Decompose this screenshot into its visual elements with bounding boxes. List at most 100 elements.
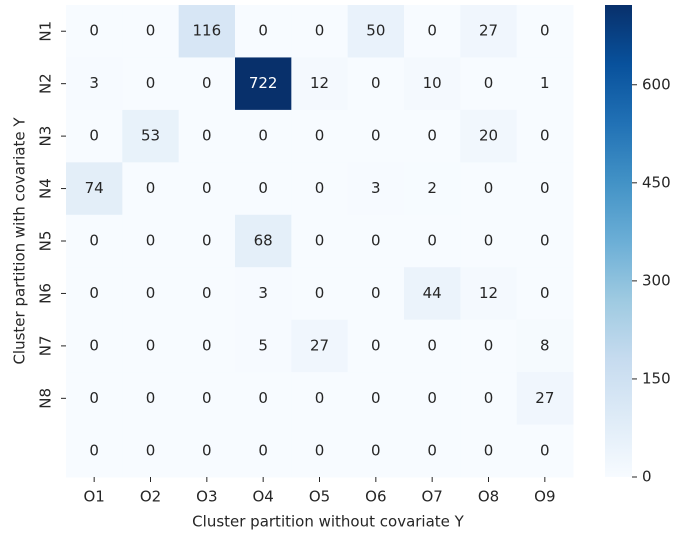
colorbar-tick-label: 0 [642, 468, 652, 486]
cell-label: 12 [479, 284, 498, 302]
heatmap-cell [460, 424, 518, 478]
cell-label: 0 [258, 441, 268, 459]
heatmap-cell [291, 214, 349, 268]
colorbar-tick-label: 600 [642, 75, 671, 93]
cell-label: 0 [540, 232, 550, 250]
y-tick-label: N2 [37, 73, 55, 94]
cell-label: 0 [258, 22, 268, 40]
cell-label: 3 [89, 74, 99, 92]
heatmap-cell [178, 372, 236, 426]
heatmap-cell [66, 319, 123, 373]
cell-label: 0 [484, 389, 494, 407]
heatmap-cell [404, 319, 461, 373]
cell-label: 0 [146, 284, 156, 302]
cell-label: 44 [423, 284, 442, 302]
heatmap-cell [178, 5, 236, 58]
cell-label: 0 [427, 127, 437, 145]
y-tick-label: N1 [37, 21, 55, 42]
y-tick-label: N5 [37, 231, 55, 252]
cell-label: 0 [146, 22, 156, 40]
heatmap-cell [460, 319, 518, 373]
cell-label: 0 [484, 74, 494, 92]
heatmap-cell [122, 214, 180, 268]
heatmap-cell [122, 57, 180, 111]
heatmap-cell [347, 372, 405, 426]
cell-label: 0 [146, 389, 156, 407]
cell-label: 0 [202, 74, 212, 92]
x-tick-label: O6 [365, 488, 386, 506]
cell-label: 0 [146, 336, 156, 354]
heatmap-cell [178, 162, 236, 216]
heatmap-cell [516, 267, 574, 321]
heatmap-cell [235, 372, 292, 426]
cell-label: 0 [371, 74, 381, 92]
cell-label: 0 [89, 232, 99, 250]
heatmap-cell [460, 109, 518, 163]
heatmap-cell [404, 267, 461, 321]
heatmap-cell [66, 267, 123, 321]
heatmap-cell [347, 267, 405, 321]
cell-label: 0 [89, 336, 99, 354]
heatmap-cell [291, 372, 349, 426]
heatmap-cell [122, 162, 180, 216]
heatmap-cell [122, 267, 180, 321]
heatmap-cell [66, 372, 123, 426]
heatmap-cell [516, 57, 574, 111]
cell-label: 53 [141, 127, 160, 145]
heatmap-cell [178, 57, 236, 111]
heatmap-cell [235, 267, 292, 321]
cell-label: 0 [258, 389, 268, 407]
heatmap-cell [516, 214, 574, 268]
cell-label: 0 [371, 336, 381, 354]
cell-label: 27 [310, 336, 329, 354]
heatmap-cell [404, 57, 461, 111]
cell-label: 116 [193, 22, 222, 40]
heatmap-cell [291, 267, 349, 321]
cell-label: 0 [146, 74, 156, 92]
cell-label: 5 [258, 336, 268, 354]
x-tick-label: O8 [478, 488, 499, 506]
y-axis-label: Cluster partition with covariate Y [11, 117, 29, 365]
heatmap-cell [178, 319, 236, 373]
heatmap-cell [291, 162, 349, 216]
heatmap-cell [347, 57, 405, 111]
heatmap-cell [291, 57, 349, 111]
x-tick-label: O3 [196, 488, 217, 506]
heatmap-cell [122, 424, 180, 478]
x-tick-label: O7 [421, 488, 442, 506]
x-tick-label: O9 [534, 488, 555, 506]
cell-label: 0 [202, 179, 212, 197]
cell-label: 0 [371, 389, 381, 407]
heatmap-cell [460, 372, 518, 426]
cell-label: 12 [310, 74, 329, 92]
cell-label: 74 [85, 179, 104, 197]
cell-label: 50 [366, 22, 385, 40]
heatmap-cell [404, 5, 461, 58]
heatmap-cell [404, 424, 461, 478]
cell-label: 0 [315, 441, 325, 459]
cell-label: 0 [427, 232, 437, 250]
cell-label: 27 [479, 22, 498, 40]
heatmap-cell [235, 214, 292, 268]
heatmap-cell [66, 424, 123, 478]
x-tick-label: O2 [140, 488, 161, 506]
heatmap-cell [404, 214, 461, 268]
heatmap-cell [516, 424, 574, 478]
cell-label: 0 [315, 232, 325, 250]
heatmap-cell [404, 109, 461, 163]
heatmap-cell [404, 162, 461, 216]
x-tick-label: O1 [83, 488, 104, 506]
cell-label: 8 [540, 336, 550, 354]
heatmap-cell [460, 57, 518, 111]
cell-label: 0 [540, 127, 550, 145]
cell-label: 0 [89, 389, 99, 407]
cell-label: 20 [479, 127, 498, 145]
cell-label: 68 [254, 232, 273, 250]
cell-label: 0 [202, 127, 212, 145]
heatmap-cell [235, 162, 292, 216]
cell-label: 0 [202, 389, 212, 407]
heatmap-cell [178, 424, 236, 478]
heatmap-cell [235, 109, 292, 163]
cell-label: 3 [371, 179, 381, 197]
